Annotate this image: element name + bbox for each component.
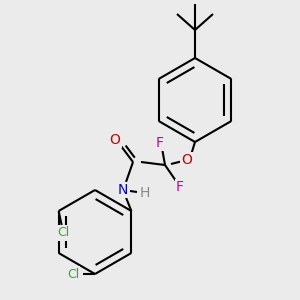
Text: F: F: [176, 180, 184, 194]
Text: F: F: [156, 136, 164, 150]
Text: Cl: Cl: [67, 268, 79, 281]
Text: O: O: [182, 153, 192, 167]
Text: Cl: Cl: [58, 226, 70, 239]
Text: N: N: [118, 183, 128, 197]
Text: O: O: [110, 133, 120, 147]
Text: H: H: [140, 186, 150, 200]
